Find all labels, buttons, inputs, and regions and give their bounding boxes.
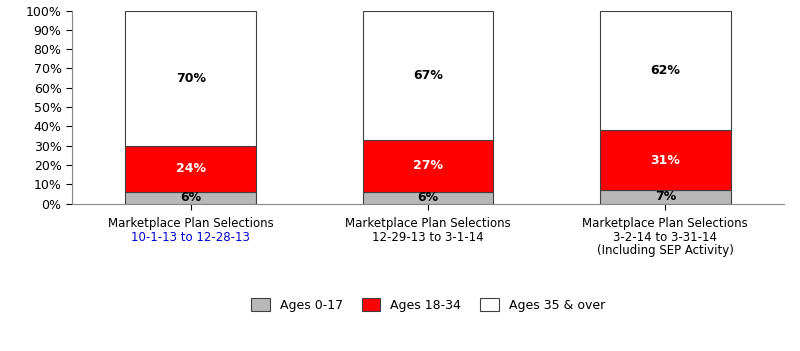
Text: 12-29-13 to 3-1-14: 12-29-13 to 3-1-14	[372, 231, 484, 244]
Text: 7%: 7%	[654, 190, 676, 203]
Bar	[126, 11, 256, 146]
Bar	[600, 130, 730, 190]
Bar	[362, 192, 494, 204]
Text: 24%: 24%	[176, 162, 206, 176]
Bar	[600, 190, 730, 204]
Text: 67%: 67%	[413, 69, 443, 82]
Text: 62%: 62%	[650, 64, 680, 77]
Text: Marketplace Plan Selections: Marketplace Plan Selections	[108, 217, 274, 230]
Legend: Ages 0-17, Ages 18-34, Ages 35 & over: Ages 0-17, Ages 18-34, Ages 35 & over	[246, 293, 610, 317]
Text: 3-2-14 to 3-31-14: 3-2-14 to 3-31-14	[614, 231, 718, 244]
Text: 10-1-13 to 12-28-13: 10-1-13 to 12-28-13	[131, 231, 250, 244]
Text: 6%: 6%	[180, 191, 202, 204]
Text: 6%: 6%	[418, 191, 438, 204]
Text: 27%: 27%	[413, 159, 443, 172]
Bar	[600, 11, 730, 130]
Bar	[126, 192, 256, 204]
Bar	[362, 11, 494, 140]
Text: (Including SEP Activity): (Including SEP Activity)	[597, 244, 734, 257]
Text: 70%: 70%	[176, 72, 206, 85]
Text: 31%: 31%	[650, 154, 680, 167]
Bar	[126, 146, 256, 192]
Text: Marketplace Plan Selections: Marketplace Plan Selections	[345, 217, 511, 230]
Text: Marketplace Plan Selections: Marketplace Plan Selections	[582, 217, 748, 230]
Bar	[362, 140, 494, 192]
